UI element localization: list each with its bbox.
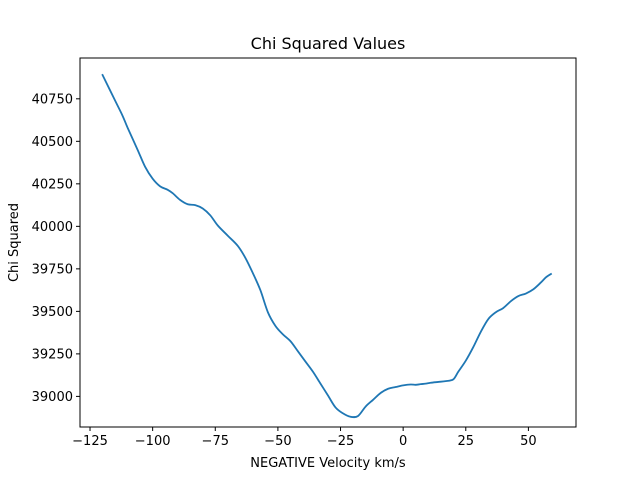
- y-tick-label: 39000: [32, 390, 73, 405]
- y-tick-label: 40750: [32, 92, 73, 107]
- y-tick-label: 39250: [32, 347, 73, 362]
- y-axis-label: Chi Squared: [7, 203, 22, 282]
- y-tick-label: 39750: [32, 262, 73, 277]
- x-axis-label: NEGATIVE Velocity km/s: [250, 456, 406, 471]
- series-line: [101, 73, 553, 419]
- y-tick-label: 40250: [32, 177, 73, 192]
- ticks: −125 −100 −75 −50 −25 0 25 50 39000 39250 39500 397…: [32, 92, 537, 449]
- x-tick-label: −125: [72, 434, 108, 449]
- y-tick-label: 40000: [32, 220, 73, 235]
- chart-title: Chi Squared Values: [251, 34, 406, 53]
- plot-area: [101, 73, 553, 419]
- y-tick-label: 39500: [32, 305, 73, 320]
- x-tick-label: 0: [399, 434, 407, 449]
- y-tick-label: 40500: [32, 135, 73, 150]
- x-tick-label: −50: [264, 434, 291, 449]
- x-tick-label: −75: [202, 434, 229, 449]
- x-tick-label: −25: [327, 434, 354, 449]
- x-tick-label: 50: [520, 434, 537, 449]
- x-tick-label: 25: [458, 434, 475, 449]
- x-tick-label: −100: [135, 434, 171, 449]
- plot-frame: [79, 57, 577, 428]
